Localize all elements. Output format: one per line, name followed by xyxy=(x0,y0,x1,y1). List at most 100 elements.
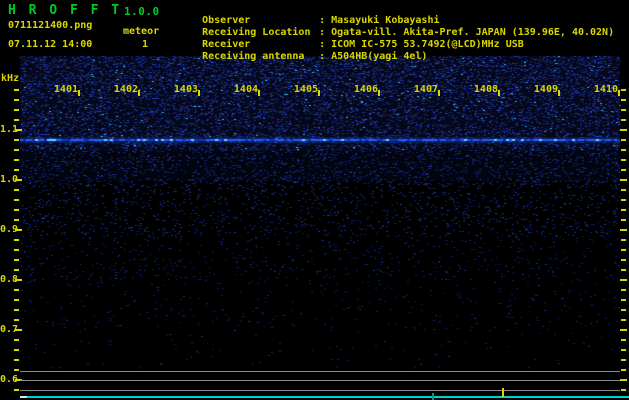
meteor-echo-marker xyxy=(502,388,504,397)
freq-tick-right xyxy=(620,379,627,381)
freq-tick-left xyxy=(14,219,19,221)
info-value: Ogata-vill. Akita-Pref. JAPAN (139.96E, … xyxy=(331,27,615,38)
app-version: 1.0.0 xyxy=(124,5,160,18)
freq-tick-left xyxy=(15,229,22,231)
freq-tick-left xyxy=(14,169,19,171)
time-tick xyxy=(258,90,260,96)
freq-tick-label: 1.0 xyxy=(0,174,19,185)
freq-tick-right xyxy=(621,389,626,391)
info-value: ICOM IC-575 53.7492(@LCD)MHz USB xyxy=(331,39,524,50)
info-separator: : xyxy=(319,27,326,38)
time-tick xyxy=(378,90,380,96)
freq-tick-left xyxy=(14,369,19,371)
time-tick-label: 1405 xyxy=(293,84,318,95)
freq-tick-left xyxy=(15,179,22,181)
freq-tick-label: 0.8 xyxy=(0,274,19,285)
freq-tick-left xyxy=(14,309,19,311)
time-tick-label: 1402 xyxy=(113,84,138,95)
output-filename: 0711121400.png xyxy=(8,20,93,31)
freq-tick-left xyxy=(14,89,19,91)
freq-tick-right xyxy=(621,249,626,251)
freq-tick-right xyxy=(621,369,626,371)
freq-tick-right xyxy=(621,109,626,111)
freq-tick-right xyxy=(621,89,626,91)
freq-tick-left xyxy=(15,279,22,281)
freq-tick-right xyxy=(621,359,626,361)
freq-tick-left xyxy=(15,329,22,331)
freq-tick-left xyxy=(14,189,19,191)
freq-tick-left xyxy=(14,159,19,161)
freq-tick-left xyxy=(14,109,19,111)
freq-tick-left xyxy=(14,319,19,321)
info-value: A504HB(yagi 4el) xyxy=(331,51,428,62)
freq-tick-right xyxy=(621,159,626,161)
freq-tick-left xyxy=(14,199,19,201)
info-value: Masayuki Kobayashi xyxy=(331,15,440,26)
meteor-count: 1 xyxy=(142,39,149,50)
time-tick-label: 1404 xyxy=(233,84,258,95)
freq-tick-right xyxy=(621,219,626,221)
freq-tick-right xyxy=(621,149,626,151)
meter-line xyxy=(20,390,620,391)
info-row-observer: Observer: Masayuki Kobayashi xyxy=(178,3,440,39)
freq-tick-label: 0.9 xyxy=(0,224,19,235)
info-label: Receiving antenna xyxy=(202,51,305,62)
freq-tick-label: 0.7 xyxy=(0,324,19,335)
freq-tick-right xyxy=(620,329,627,331)
info-row-antenna: Receiving antenna: A504HB(yagi 4el) xyxy=(178,39,427,75)
freq-tick-left xyxy=(14,259,19,261)
info-label: Observer xyxy=(202,15,251,26)
time-tick xyxy=(138,90,140,96)
capture-datetime: 07.11.12 14:00 xyxy=(8,39,93,50)
info-label: Receiver xyxy=(202,39,251,50)
freq-tick-left xyxy=(14,359,19,361)
freq-tick-right xyxy=(621,199,626,201)
time-tick-label: 1401 xyxy=(53,84,78,95)
freq-tick-left xyxy=(14,119,19,121)
freq-tick-left xyxy=(14,99,19,101)
freq-tick-left xyxy=(15,129,22,131)
freq-tick-left xyxy=(14,139,19,141)
freq-tick-right xyxy=(621,349,626,351)
freq-tick-right xyxy=(621,299,626,301)
freq-tick-left xyxy=(14,239,19,241)
calibration-marker xyxy=(432,393,434,400)
freq-tick-left xyxy=(14,389,19,391)
signal-level-trace-start xyxy=(20,396,27,398)
freq-tick-left xyxy=(14,249,19,251)
time-tick-label: 1408 xyxy=(473,84,498,95)
freq-tick-right xyxy=(621,209,626,211)
freq-tick-right xyxy=(621,119,626,121)
freq-tick-right xyxy=(621,309,626,311)
meter-line xyxy=(20,371,620,372)
time-tick xyxy=(198,90,200,96)
time-tick-label: 1406 xyxy=(353,84,378,95)
info-label: Receiving Location xyxy=(202,27,311,38)
freq-tick-right xyxy=(621,139,626,141)
freq-tick-left xyxy=(14,349,19,351)
freq-tick-right xyxy=(621,289,626,291)
freq-tick-right xyxy=(621,99,626,101)
freq-tick-left xyxy=(14,269,19,271)
freq-tick-left xyxy=(15,379,22,381)
freq-tick-right xyxy=(621,189,626,191)
freq-tick-right xyxy=(620,229,627,231)
freq-tick-right xyxy=(621,259,626,261)
time-tick xyxy=(318,90,320,96)
app-title: H R O F F T xyxy=(8,3,122,18)
time-tick-label: 1407 xyxy=(413,84,438,95)
time-tick xyxy=(498,90,500,96)
freq-tick-right xyxy=(620,129,627,131)
time-tick-label: 1409 xyxy=(533,84,558,95)
time-tick xyxy=(558,90,560,96)
signal-level-trace xyxy=(20,396,629,398)
freq-tick-left xyxy=(14,149,19,151)
info-row-location: Receiving Location: Ogata-vill. Akita-Pre… xyxy=(178,15,614,51)
meter-line xyxy=(20,380,620,381)
freq-tick-label: 1.1 xyxy=(0,124,19,135)
freq-tick-right xyxy=(621,339,626,341)
time-tick-label: 1410 xyxy=(593,84,618,95)
freq-tick-left xyxy=(14,289,19,291)
